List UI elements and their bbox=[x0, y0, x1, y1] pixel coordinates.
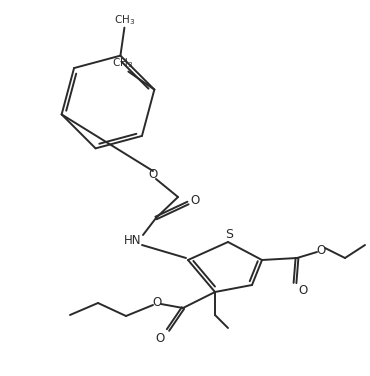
Text: S: S bbox=[225, 229, 233, 241]
Text: O: O bbox=[148, 168, 158, 182]
Text: HN: HN bbox=[124, 233, 142, 247]
Text: O: O bbox=[316, 244, 326, 256]
Text: CH$_3$: CH$_3$ bbox=[114, 13, 135, 27]
Text: O: O bbox=[298, 285, 307, 297]
Text: CH$_3$: CH$_3$ bbox=[112, 57, 133, 70]
Text: O: O bbox=[191, 194, 200, 208]
Text: O: O bbox=[155, 332, 165, 344]
Text: O: O bbox=[152, 296, 162, 308]
